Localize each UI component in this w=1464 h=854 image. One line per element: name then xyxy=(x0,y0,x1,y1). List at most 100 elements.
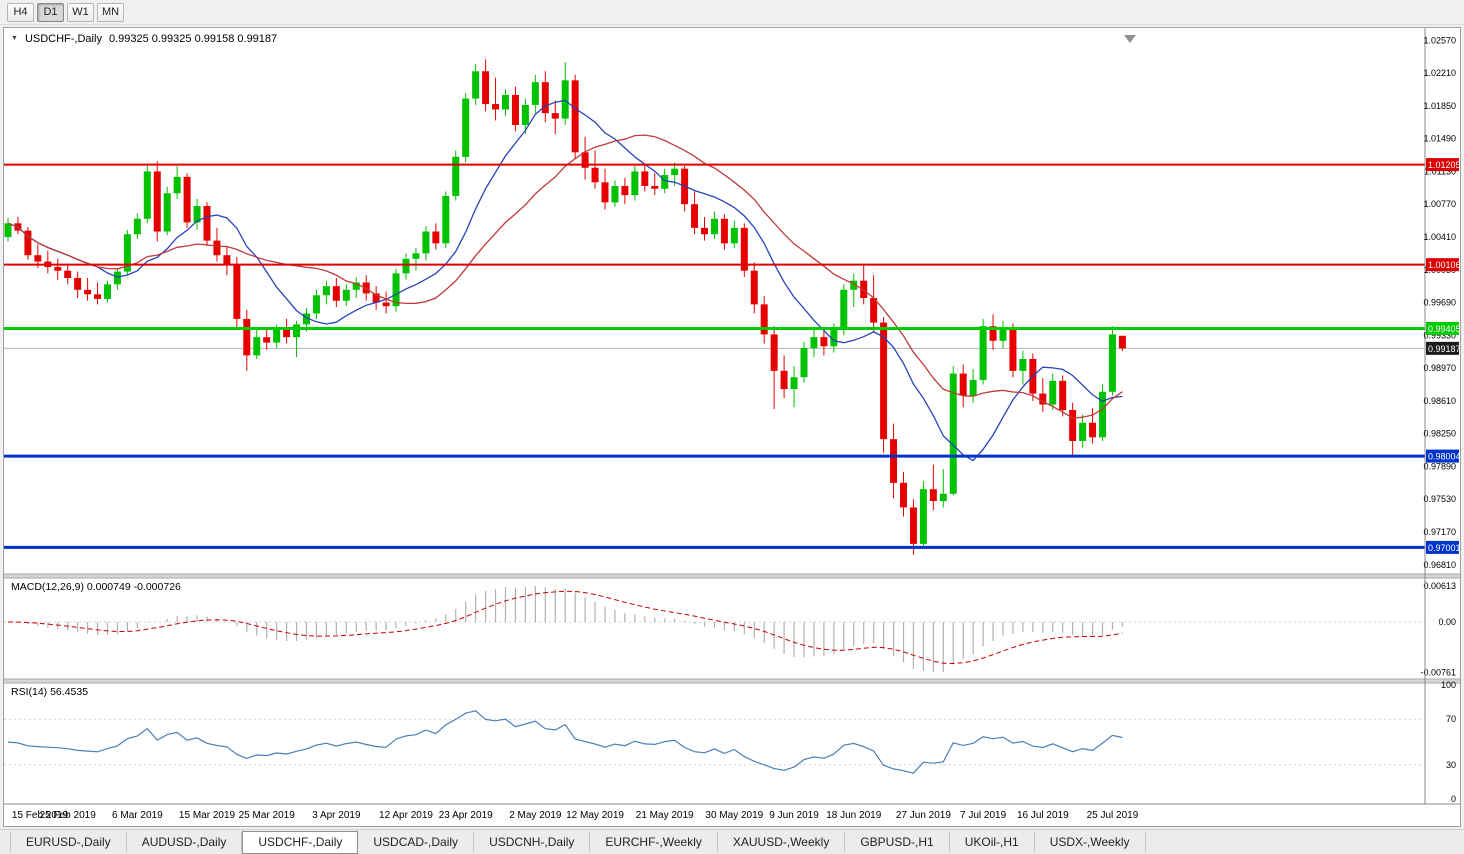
candle-body xyxy=(1089,422,1097,438)
chart-tab-eurusd-daily[interactable]: EURUSD-,Daily xyxy=(10,831,127,853)
candle-body xyxy=(273,329,281,343)
candle-body xyxy=(173,176,181,194)
timeframe-button-d1[interactable]: D1 xyxy=(37,2,64,22)
macd-signal-line xyxy=(7,590,1123,665)
macd-axis-label: -0.00761 xyxy=(1420,667,1456,677)
candle-body xyxy=(243,318,251,356)
pane-separator-rsi[interactable] xyxy=(4,679,1460,683)
date-label: 2 May 2019 xyxy=(509,810,562,821)
candle-body xyxy=(462,98,470,157)
timeframe-button-mn[interactable]: MN xyxy=(97,2,125,22)
candle-body xyxy=(651,185,659,189)
chart-tabbar: EURUSD-,Daily AUDUSD-,Daily USDCHF-,Daily U… xyxy=(0,829,1464,854)
date-label: 15 Feb 2019 xyxy=(12,810,69,821)
date-label: 6 Mar 2019 xyxy=(112,810,163,821)
candle-body xyxy=(1099,391,1106,438)
candle-body xyxy=(133,218,141,235)
candle-body xyxy=(442,196,450,244)
price-badge-0.97001-text: 0.97001 xyxy=(1428,543,1460,553)
candle-body xyxy=(1019,359,1027,371)
candle-body xyxy=(193,206,201,223)
candle-body xyxy=(999,328,1007,341)
date-label: 25 Mar 2019 xyxy=(239,810,296,821)
chart-tab-eurchf-weekly[interactable]: EURCHF-,Weekly xyxy=(590,831,718,853)
candle-body xyxy=(541,82,549,114)
candle-body xyxy=(671,168,679,176)
chart-tab-gbpusd-h1[interactable]: GBPUSD-,H1 xyxy=(845,831,950,853)
price-axis-label: 0.98610 xyxy=(1423,396,1456,406)
candle-body xyxy=(760,304,768,335)
candle-body xyxy=(750,270,758,305)
chart-tab-usdcad-daily[interactable]: USDCAD-,Daily xyxy=(358,831,475,853)
candle-body xyxy=(1039,393,1047,405)
current-price-badge xyxy=(1426,341,1459,355)
date-label: 12 Apr 2019 xyxy=(379,810,433,821)
price-axis-label: 0.98250 xyxy=(1423,429,1456,439)
candle-body xyxy=(979,326,987,380)
candle-body xyxy=(551,113,559,119)
price-axis-label: 0.98970 xyxy=(1423,363,1456,373)
candle-body xyxy=(880,322,888,440)
collapse-arrow-icon[interactable]: ▼ xyxy=(11,34,18,42)
candle-body xyxy=(561,80,569,119)
date-label: 25 Jul 2019 xyxy=(1087,810,1139,821)
candle-body xyxy=(213,240,221,256)
candle-body xyxy=(253,337,261,356)
price-axis-label: 0.97890 xyxy=(1423,461,1456,471)
ma-10-line xyxy=(7,99,1123,462)
chart-window: 0.00613 0.00 -0.00761 100 70 30 0 1.02570 1.0221… xyxy=(3,27,1461,827)
candle-body xyxy=(482,71,490,105)
price-axis-label: 1.01130 xyxy=(1424,166,1456,176)
chart-tab-usdx-weekly[interactable]: USDX-,Weekly xyxy=(1035,831,1146,853)
chart-background xyxy=(4,28,1460,826)
price-badge-1.00106 xyxy=(1426,258,1459,272)
candles-layer xyxy=(4,59,1126,555)
price-axis-label: 0.97530 xyxy=(1423,494,1456,504)
candle-body xyxy=(601,182,609,203)
candle-body xyxy=(929,489,937,502)
date-label: 15 Mar 2019 xyxy=(179,810,236,821)
candle-body xyxy=(1079,422,1087,441)
candle-body xyxy=(1049,380,1057,405)
timeframe-button-w1[interactable]: W1 xyxy=(67,2,94,22)
candle-body xyxy=(949,373,957,494)
chart-tab-ukoil-h1[interactable]: UKOil-,H1 xyxy=(950,831,1035,853)
candle-body xyxy=(322,286,330,296)
price-badge-0.98004 xyxy=(1426,449,1459,463)
candle-body xyxy=(223,255,231,265)
chart-tab-xauusd-weekly[interactable]: XAUUSD-,Weekly xyxy=(718,831,846,853)
chart-tab-usdchf-daily[interactable]: USDCHF-,Daily xyxy=(242,830,359,854)
shift-marker-icon[interactable] xyxy=(1124,35,1136,43)
price-badge-0.99405-text: 0.99405 xyxy=(1428,324,1460,334)
candle-body xyxy=(183,176,191,223)
chart-canvas[interactable]: 0.00613 0.00 -0.00761 100 70 30 0 1.02570 1.0221… xyxy=(4,28,1460,826)
candle-body xyxy=(770,334,778,371)
rsi-axis-label: 30 xyxy=(1446,760,1456,770)
candle-body xyxy=(342,289,350,301)
candle-body xyxy=(989,326,997,341)
chart-ohlc-values: 0.99325 0.99325 0.99158 0.99187 xyxy=(108,33,278,45)
candle-body xyxy=(163,193,171,232)
candle-body xyxy=(641,171,649,186)
candle-body xyxy=(1059,380,1067,410)
timeframe-toolbar: H4 D1 W1 MN xyxy=(0,0,1464,25)
candle-body xyxy=(352,282,360,290)
rsi-axis-label: 70 xyxy=(1446,714,1456,724)
candle-body xyxy=(203,206,211,241)
price-badge-1.01205 xyxy=(1426,158,1459,172)
chart-tab-audusd-daily[interactable]: AUDUSD-,Daily xyxy=(127,831,243,853)
chart-tab-usdcnh-daily[interactable]: USDCNH-,Daily xyxy=(474,831,591,853)
candle-body xyxy=(123,234,131,272)
candle-body xyxy=(1108,334,1116,392)
price-badge-0.99405 xyxy=(1426,321,1459,335)
date-label: 25 Feb 2019 xyxy=(40,810,97,821)
candle-body xyxy=(850,280,858,290)
candle-body xyxy=(293,324,301,338)
candle-body xyxy=(611,185,619,203)
date-label: 30 May 2019 xyxy=(705,810,763,821)
pane-separator-macd[interactable] xyxy=(4,574,1460,578)
candle-body xyxy=(661,175,669,189)
candle-body xyxy=(84,289,92,295)
date-label: 9 Jun 2019 xyxy=(769,810,819,821)
timeframe-button-h4[interactable]: H4 xyxy=(7,2,34,22)
